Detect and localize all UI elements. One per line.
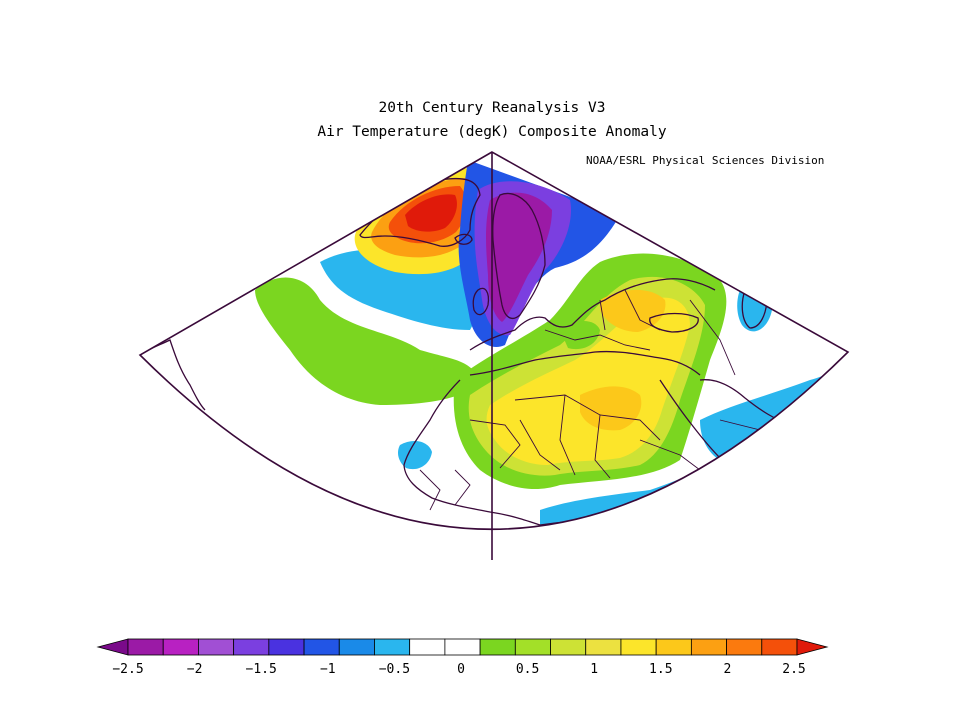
colorbar-cell (761, 638, 798, 656)
colorbar-cell (479, 638, 516, 656)
colorbar-cell (585, 638, 622, 656)
colorbar-tick-label: 0 (457, 662, 465, 677)
anomaly-region-europe-green (560, 321, 600, 350)
colorbar-cell (303, 638, 340, 656)
colorbar-cell (162, 638, 199, 656)
colorbar-tick-label: −2 (187, 662, 203, 677)
anomaly-region-continent-hot (486, 297, 690, 465)
colorbar-cell (127, 638, 164, 656)
colorbar-cell (268, 638, 305, 656)
red-sea-coast (659, 379, 723, 461)
colorbar-tick-label: −2.5 (112, 662, 143, 677)
map-subtitle: Air Temperature (degK) Composite Anomaly (317, 124, 667, 140)
scandinavia-coast (492, 192, 546, 319)
colorbar-cell (233, 638, 270, 656)
colorbar-tick-label: 1.5 (649, 662, 672, 677)
colorbar-high-arrow (796, 638, 829, 656)
anomaly-region-sahara-peak (580, 386, 642, 431)
mediterranean-coast (469, 350, 701, 376)
colorbar-cell (514, 638, 551, 656)
anomaly-region-europe-peak (600, 289, 666, 332)
map-frame (138, 151, 850, 530)
europe-coast (469, 278, 716, 351)
colorbar-tick-label: −1 (320, 662, 336, 677)
colorbar-tick-label: −0.5 (379, 662, 410, 677)
colorbar-cell (409, 638, 446, 656)
africa-west-coast (403, 379, 541, 526)
anomaly-region-scandinavia-coldest (486, 192, 552, 322)
colorbar-cell (690, 638, 727, 656)
iceland-coast (454, 233, 473, 245)
anomaly-region-greenland-peak (405, 194, 457, 232)
colorbar-cell (620, 638, 657, 656)
anomaly-region-westafrica-cool (398, 440, 432, 470)
colorbar-cell (374, 638, 411, 656)
map-title: 20th Century Reanalysis V3 (378, 100, 606, 116)
britain-coast (472, 287, 490, 316)
colorbar-cell (338, 638, 375, 656)
colorbar-cell (444, 638, 481, 656)
credit-text: NOAA/ESRL Physical Sciences Division (586, 154, 825, 167)
colorbar-tick-label: 0.5 (516, 662, 539, 677)
colorbar-ticks: −2.5 −2 −1.5 −1 −0.5 0 0.5 1 1.5 2 2.5 (112, 662, 805, 677)
colorbar-cell (655, 638, 692, 656)
colorbar-cell (198, 638, 235, 656)
colorbar-tick-label: −1.5 (246, 662, 277, 677)
anomaly-region-atlantic-warm (255, 277, 480, 405)
colorbar-cell (550, 638, 587, 656)
colorbar-cell (726, 638, 763, 656)
colorbar-low-arrow (96, 638, 129, 656)
colorbar-tick-label: 1 (590, 662, 598, 677)
colorbar-tick-label: 2.5 (782, 662, 805, 677)
colorbar-tick-label: 2 (723, 662, 731, 677)
colorbar-cells (96, 638, 829, 656)
